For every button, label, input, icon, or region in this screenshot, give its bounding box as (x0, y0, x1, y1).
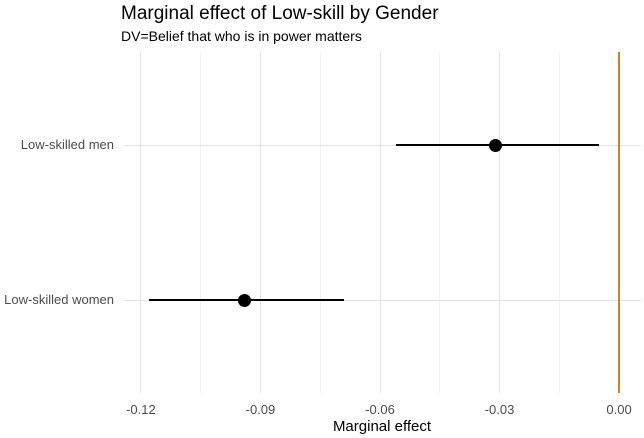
gridline-x-minor (439, 52, 441, 393)
x-axis-title: Marginal effect (332, 418, 432, 435)
gridline-y-major (123, 299, 641, 301)
x-tick-label: -0.06 (365, 402, 395, 417)
x-tick-label: -0.09 (245, 402, 276, 417)
point-marker (238, 293, 252, 307)
x-tick-label: 0.00 (606, 402, 632, 417)
x-tick-label: -0.03 (484, 402, 515, 417)
gridline-x-major (379, 52, 381, 393)
gridline-x-major (499, 52, 501, 393)
gridline-x-minor (200, 52, 202, 393)
point-marker (489, 138, 503, 152)
gridline-x-minor (319, 52, 321, 393)
x-tick-label: -0.12 (126, 402, 156, 417)
y-axis-label: Low-skilled men (20, 137, 114, 152)
y-axis-label: Low-skilled women (4, 292, 114, 307)
zero-reference-line (618, 52, 621, 393)
gridline-y-major (123, 144, 641, 146)
gridline-x-major (140, 52, 142, 393)
chart-subtitle: DV=Belief that who is in power matters (121, 28, 362, 44)
chart-title: Marginal effect of Low-skill by Gender (121, 3, 439, 24)
plot-panel (123, 52, 641, 393)
gridline-x-minor (558, 52, 560, 393)
gridline-x-major (259, 52, 261, 393)
